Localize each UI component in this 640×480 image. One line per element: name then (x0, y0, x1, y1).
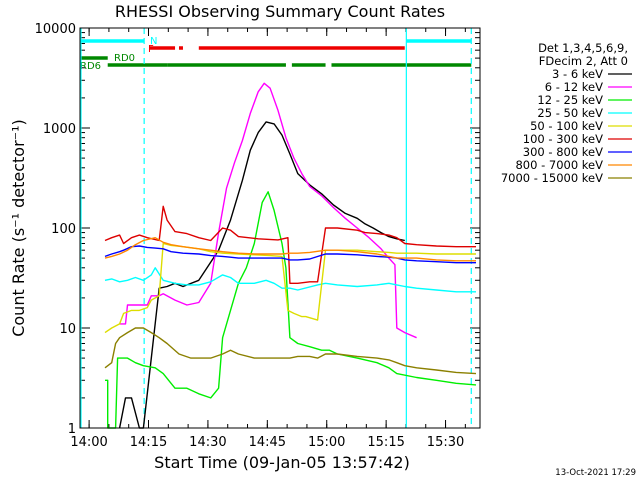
x-tick-label: 15:30 (427, 435, 464, 450)
y-tick-label: 10000 (35, 22, 76, 37)
legend-entry-label: 300 - 800 keV (523, 145, 603, 159)
x-tick-label: 15:00 (308, 435, 345, 450)
legend-entry-label: 25 - 50 keV (537, 106, 603, 120)
series-line-0 (118, 121, 405, 429)
y-axis-label: Count Rate (s⁻¹ detector⁻¹) (9, 119, 28, 337)
x-tick-label: 14:45 (249, 435, 286, 450)
x-tick-label: 14:30 (189, 435, 226, 450)
series-line-6 (104, 245, 476, 264)
flag-bar-label: RD0 (114, 53, 135, 64)
legend-entry-label: 3 - 6 keV (552, 67, 603, 81)
legend-entry-label: 12 - 25 keV (537, 93, 603, 107)
legend-header-line: FDecim 2, Att 0 (539, 54, 628, 68)
footer-date: 13-Oct-2021 17:29 (555, 468, 636, 478)
y-tick-label: 100 (51, 222, 76, 237)
series-line-7 (104, 236, 476, 262)
x-tick-label: 14:00 (70, 435, 107, 450)
series-line-4 (104, 242, 476, 334)
legend-entry-label: 800 - 7000 keV (515, 158, 603, 172)
y-tick-label: 1000 (43, 122, 76, 137)
flag-bar-label: N (150, 36, 157, 47)
legend-header-line: Det 1,3,4,5,6,9, (538, 41, 628, 55)
chart-title: RHESSI Observing Summary Count Rates (115, 2, 445, 21)
series-line-5 (104, 205, 476, 284)
x-tick-label: 15:15 (367, 435, 404, 450)
series-line-1 (119, 82, 417, 339)
series-line-3 (104, 267, 476, 293)
x-axis-label: Start Time (09-Jan-05 13:57:42) (154, 453, 410, 472)
legend-entry-label: 6 - 12 keV (545, 80, 603, 94)
legend-entry-label: 50 - 100 keV (530, 119, 603, 133)
series-line-8 (104, 327, 477, 375)
flag-bar-label: RD6 (80, 61, 101, 72)
y-tick-label: 10 (59, 322, 76, 337)
plot-frame (79, 27, 481, 429)
series-line-2 (105, 191, 477, 429)
flag-bar-label: F (148, 44, 154, 55)
legend-entry-label: 7000 - 15000 keV (501, 171, 603, 185)
y-tick-label: 1 (68, 422, 76, 437)
x-tick-label: 14:15 (130, 435, 167, 450)
legend-entry-label: 100 - 300 keV (523, 132, 603, 146)
